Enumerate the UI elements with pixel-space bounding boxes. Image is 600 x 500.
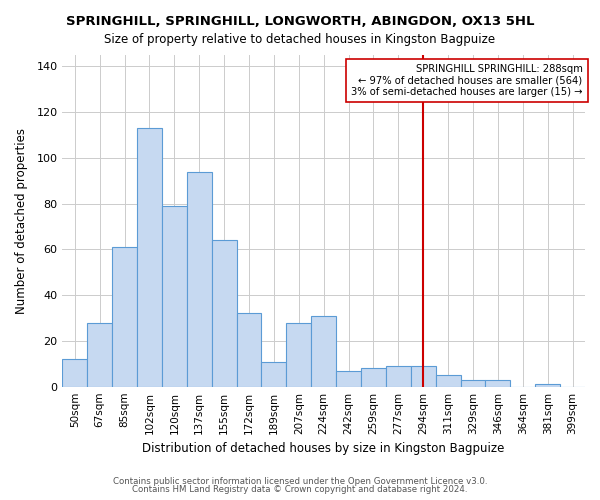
Y-axis label: Number of detached properties: Number of detached properties [15,128,28,314]
Bar [485,380,511,386]
Bar [262,362,286,386]
Bar [162,206,187,386]
Bar [386,366,411,386]
Bar [62,359,87,386]
Bar [236,314,262,386]
Text: Contains HM Land Registry data © Crown copyright and database right 2024.: Contains HM Land Registry data © Crown c… [132,485,468,494]
Bar [286,322,311,386]
Bar [187,172,212,386]
Text: Contains public sector information licensed under the Open Government Licence v3: Contains public sector information licen… [113,477,487,486]
Bar [87,322,112,386]
Text: SPRINGHILL SPRINGHILL: 288sqm
← 97% of detached houses are smaller (564)
3% of s: SPRINGHILL SPRINGHILL: 288sqm ← 97% of d… [351,64,583,98]
X-axis label: Distribution of detached houses by size in Kingston Bagpuize: Distribution of detached houses by size … [142,442,505,455]
Text: SPRINGHILL, SPRINGHILL, LONGWORTH, ABINGDON, OX13 5HL: SPRINGHILL, SPRINGHILL, LONGWORTH, ABING… [66,15,534,28]
Bar [535,384,560,386]
Bar [212,240,236,386]
Bar [361,368,386,386]
Bar [112,247,137,386]
Bar [436,375,461,386]
Text: Size of property relative to detached houses in Kingston Bagpuize: Size of property relative to detached ho… [104,32,496,46]
Bar [461,380,485,386]
Bar [411,366,436,386]
Bar [137,128,162,386]
Bar [311,316,336,386]
Bar [336,370,361,386]
